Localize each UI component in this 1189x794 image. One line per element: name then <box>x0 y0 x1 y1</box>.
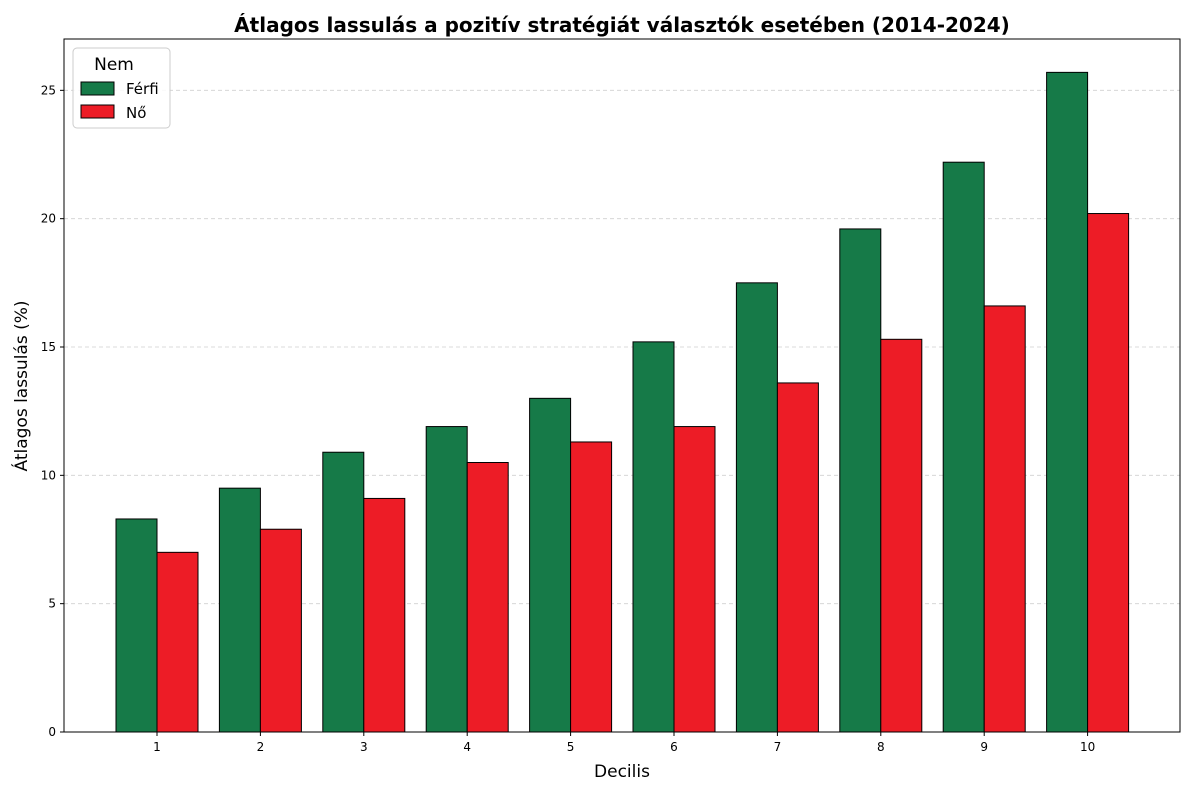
x-tick-label: 8 <box>877 740 885 754</box>
bars <box>115 71 1130 733</box>
x-tick-label: 2 <box>257 740 265 754</box>
legend-title: Nem <box>94 55 134 75</box>
bar-no-9 <box>983 305 1026 733</box>
x-tick-label: 9 <box>980 740 988 754</box>
legend-swatch-no <box>80 104 115 119</box>
chart-title: Átlagos lassulás a pozitív stratégiát vá… <box>234 13 1010 37</box>
y-axis-label: Átlagos lassulás (%) <box>10 300 32 471</box>
y-tick-label: 20 <box>41 212 56 226</box>
bar-ferfi-7 <box>735 282 778 733</box>
y-tick-label: 25 <box>41 83 56 97</box>
x-tick-label: 1 <box>153 740 161 754</box>
bar-ferfi-2 <box>218 487 261 733</box>
bar-no-8 <box>880 338 923 733</box>
x-tick-label: 3 <box>360 740 368 754</box>
bar-ferfi-8 <box>839 228 882 733</box>
bar-no-6 <box>673 426 716 733</box>
bar-ferfi-4 <box>425 426 468 733</box>
x-tick-label: 7 <box>774 740 782 754</box>
legend-label-ferfi: Férfi <box>126 80 159 98</box>
bar-no-10 <box>1087 213 1130 733</box>
bar-no-2 <box>259 528 302 733</box>
legend: Nem Férfi Nő <box>72 47 171 129</box>
bar-ferfi-6 <box>632 341 675 733</box>
bar-no-4 <box>466 462 509 733</box>
bar-no-1 <box>156 551 199 733</box>
y-tick-label: 10 <box>41 468 56 482</box>
bar-ferfi-3 <box>322 451 365 733</box>
y-tick-label: 5 <box>48 597 56 611</box>
bar-ferfi-9 <box>942 161 985 733</box>
x-axis: 1 2 3 4 5 6 7 8 9 10 <box>153 732 1095 754</box>
legend-swatch-ferfi <box>80 81 115 96</box>
plot-frame <box>63 38 1181 733</box>
bar-ferfi-1 <box>115 518 158 733</box>
bar-ferfi-10 <box>1046 71 1089 733</box>
x-tick-label: 5 <box>567 740 575 754</box>
x-tick-label: 6 <box>670 740 678 754</box>
y-axis: 0 5 10 15 20 25 <box>41 83 64 739</box>
y-tick-label: 0 <box>48 725 56 739</box>
x-axis-label: Decilis <box>594 762 650 782</box>
legend-label-no: Nő <box>126 104 146 122</box>
x-tick-label: 4 <box>463 740 471 754</box>
y-tick-label: 15 <box>41 340 56 354</box>
bar-no-7 <box>776 382 819 733</box>
bar-no-5 <box>570 441 613 733</box>
bar-no-3 <box>363 497 406 733</box>
bar-ferfi-5 <box>529 397 572 733</box>
x-tick-label: 10 <box>1080 740 1095 754</box>
